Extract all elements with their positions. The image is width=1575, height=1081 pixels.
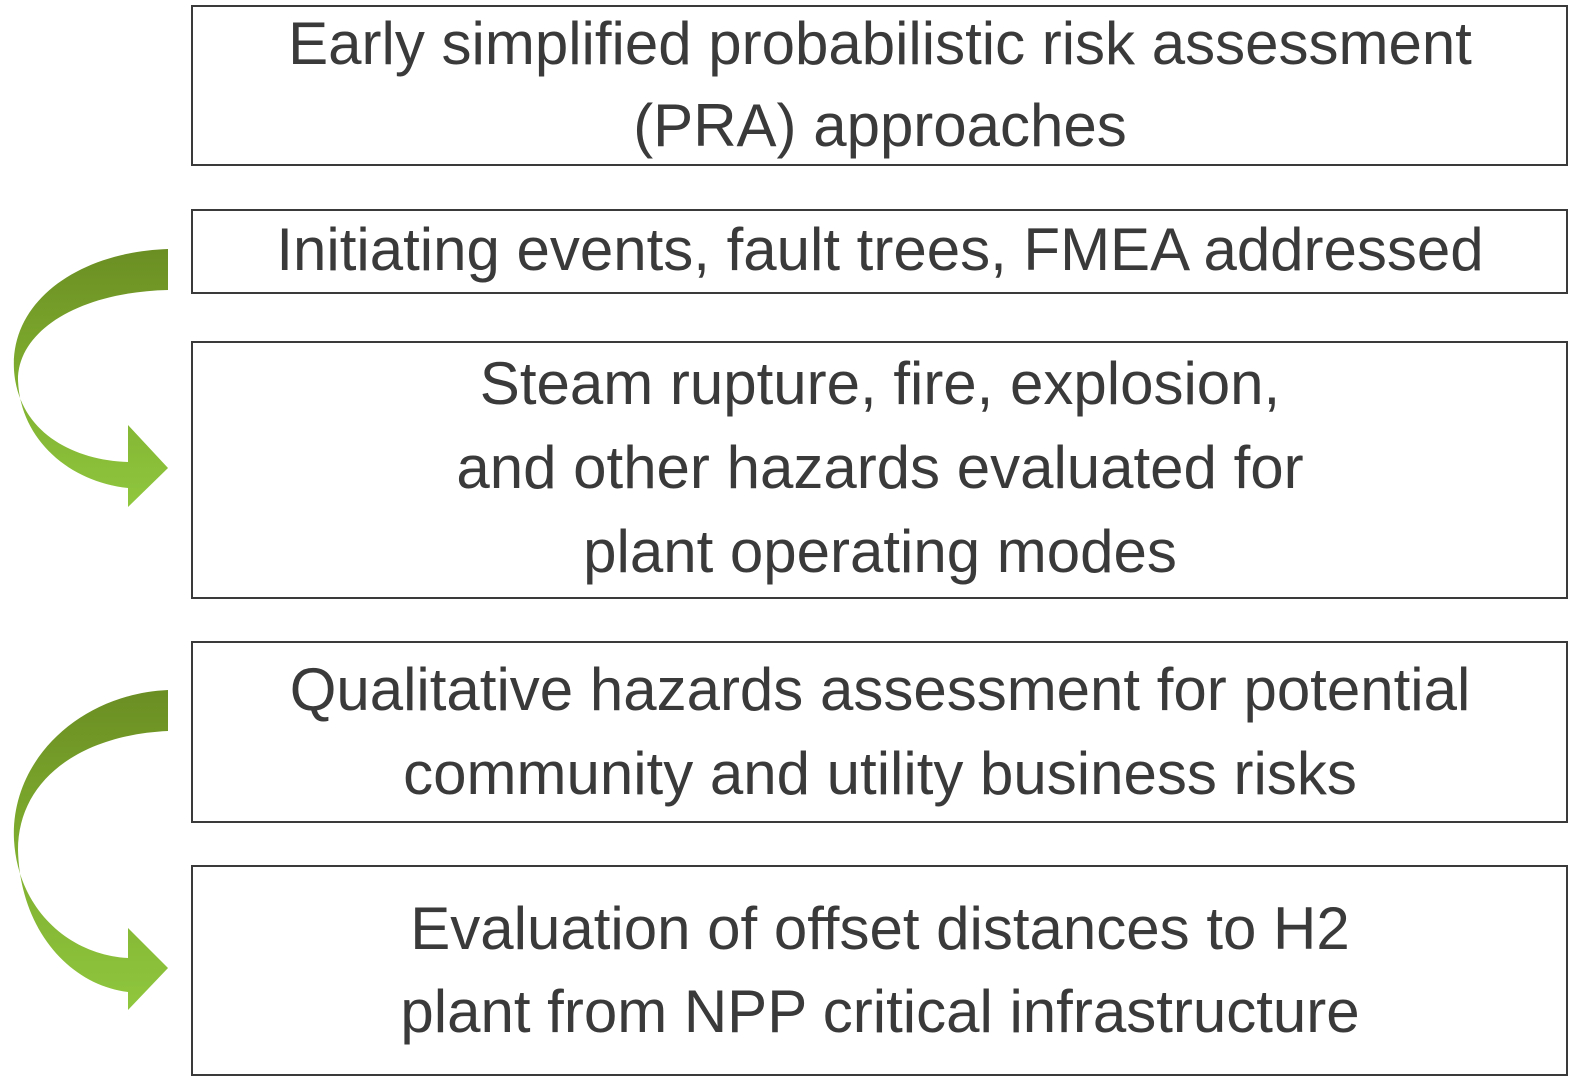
step-box: [191, 341, 1568, 599]
curved-arrow: [13, 690, 168, 1010]
step-text: Initiating events, fault trees, FMEA add…: [276, 216, 1483, 283]
step-box: [191, 865, 1568, 1076]
step-text: plant from NPP critical infrastructure: [400, 978, 1359, 1045]
step-text: Evaluation of offset distances to H2: [410, 895, 1349, 962]
step-box: [191, 5, 1568, 166]
curved-arrow: [13, 249, 168, 507]
step-text: (PRA) approaches: [633, 92, 1127, 159]
step-text: Early simplified probabilistic risk asse…: [288, 10, 1472, 77]
step-text: plant operating modes: [583, 518, 1177, 585]
step-text: community and utility business risks: [403, 740, 1357, 807]
step-text: and other hazards evaluated for: [456, 434, 1303, 501]
step-text: Steam rupture, fire, explosion,: [480, 350, 1280, 417]
step-box: [191, 641, 1568, 823]
step-text: Qualitative hazards assessment for poten…: [290, 656, 1471, 723]
step-box: [191, 209, 1568, 294]
